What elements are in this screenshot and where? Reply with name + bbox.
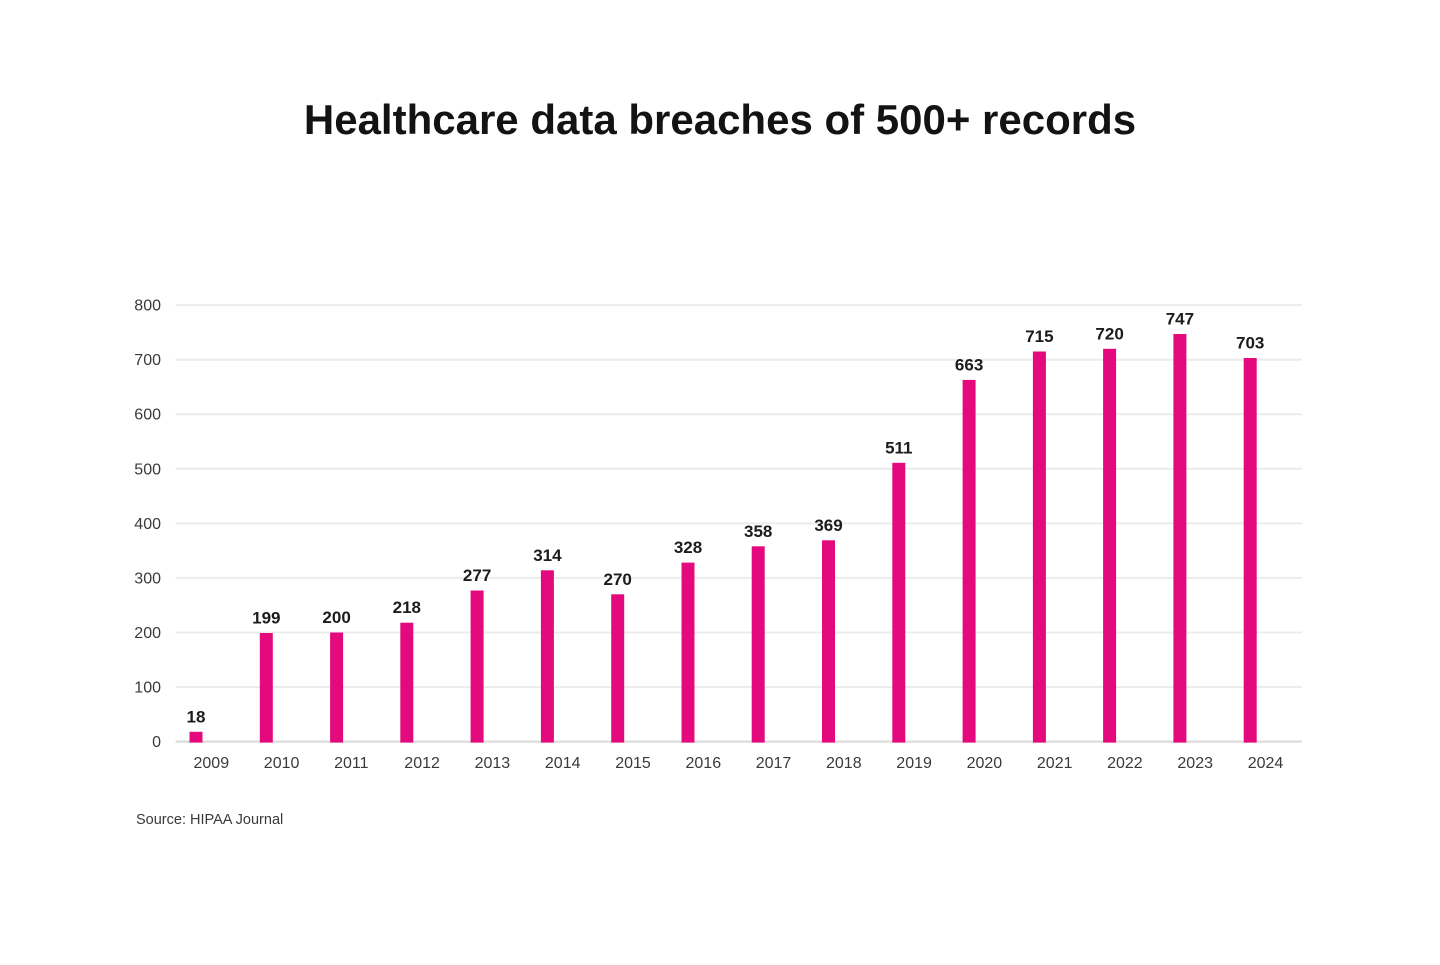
svg-text:600: 600 <box>134 407 161 424</box>
svg-text:277: 277 <box>463 566 491 585</box>
svg-text:2024: 2024 <box>1248 755 1284 772</box>
svg-text:18: 18 <box>187 707 206 726</box>
svg-text:2014: 2014 <box>545 755 581 772</box>
svg-text:703: 703 <box>1236 334 1264 353</box>
svg-text:663: 663 <box>955 355 983 374</box>
svg-text:270: 270 <box>604 570 632 589</box>
svg-text:2022: 2022 <box>1107 755 1143 772</box>
svg-text:0: 0 <box>152 734 161 751</box>
svg-text:2010: 2010 <box>264 755 300 772</box>
svg-text:2020: 2020 <box>967 755 1003 772</box>
svg-text:218: 218 <box>393 598 421 617</box>
svg-text:2017: 2017 <box>756 755 792 772</box>
svg-text:200: 200 <box>134 625 161 642</box>
svg-text:2023: 2023 <box>1177 755 1213 772</box>
svg-text:700: 700 <box>134 352 161 369</box>
svg-text:200: 200 <box>322 608 350 627</box>
svg-text:358: 358 <box>744 522 772 541</box>
svg-text:369: 369 <box>814 516 842 535</box>
svg-text:511: 511 <box>885 438 912 457</box>
svg-text:100: 100 <box>134 680 161 697</box>
svg-text:199: 199 <box>252 609 280 628</box>
svg-text:2011: 2011 <box>334 755 369 772</box>
svg-text:300: 300 <box>134 570 161 587</box>
svg-text:314: 314 <box>533 546 562 565</box>
svg-text:2016: 2016 <box>686 755 722 772</box>
svg-text:400: 400 <box>134 516 161 533</box>
svg-text:328: 328 <box>674 538 702 557</box>
svg-text:2019: 2019 <box>896 755 932 772</box>
svg-text:2015: 2015 <box>615 755 651 772</box>
svg-text:2012: 2012 <box>404 755 440 772</box>
svg-text:2021: 2021 <box>1037 755 1073 772</box>
svg-text:715: 715 <box>1025 327 1053 346</box>
svg-text:500: 500 <box>134 461 161 478</box>
svg-text:747: 747 <box>1166 310 1194 329</box>
svg-text:720: 720 <box>1095 324 1123 343</box>
svg-text:2018: 2018 <box>826 755 862 772</box>
svg-text:800: 800 <box>134 298 161 315</box>
svg-text:Healthcare data breaches of 50: Healthcare data breaches of 500+ records <box>304 96 1136 143</box>
svg-text:2013: 2013 <box>475 755 511 772</box>
svg-text:Source: HIPAA Journal: Source: HIPAA Journal <box>136 812 283 828</box>
svg-text:2009: 2009 <box>194 755 230 772</box>
